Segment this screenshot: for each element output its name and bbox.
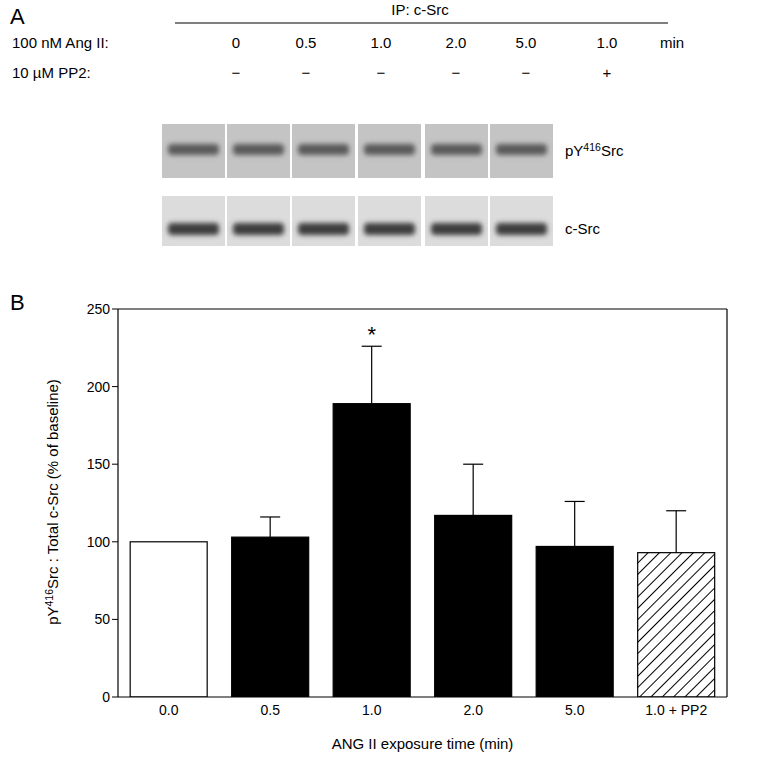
svg-text:5.0: 5.0 — [565, 702, 585, 718]
svg-text:0.0: 0.0 — [159, 702, 179, 718]
svg-text:1.0: 1.0 — [371, 34, 392, 51]
svg-text:c-Src: c-Src — [565, 220, 600, 237]
svg-text:200: 200 — [87, 379, 111, 395]
svg-text:−: − — [452, 64, 461, 81]
svg-text:A: A — [10, 4, 25, 29]
svg-text:5.0: 5.0 — [516, 34, 537, 51]
svg-text:pY416Src : Total c-Src (% of b: pY416Src : Total c-Src (% of baseline) — [43, 379, 61, 625]
svg-text:50: 50 — [94, 611, 110, 627]
svg-text:2.0: 2.0 — [446, 34, 467, 51]
svg-text:100 nM Ang II:: 100 nM Ang II: — [12, 34, 109, 51]
svg-text:IP: c-Src: IP: c-Src — [391, 1, 449, 18]
svg-text:+: + — [603, 64, 612, 81]
svg-text:B: B — [10, 290, 25, 315]
svg-text:1.0: 1.0 — [597, 34, 618, 51]
svg-text:150: 150 — [87, 456, 111, 472]
svg-text:100: 100 — [87, 534, 111, 550]
svg-text:10 µM PP2:: 10 µM PP2: — [12, 64, 91, 81]
svg-text:0.5: 0.5 — [296, 34, 317, 51]
svg-text:250: 250 — [87, 301, 111, 317]
svg-text:pY416Src: pY416Src — [565, 141, 624, 159]
svg-text:2.0: 2.0 — [464, 702, 484, 718]
svg-text:−: − — [522, 64, 531, 81]
svg-text:min: min — [660, 34, 684, 51]
svg-text:0: 0 — [102, 689, 110, 705]
svg-text:−: − — [232, 64, 241, 81]
svg-text:0.5: 0.5 — [261, 702, 281, 718]
svg-text:1.0 + PP2: 1.0 + PP2 — [645, 702, 707, 718]
svg-text:−: − — [302, 64, 311, 81]
svg-text:−: − — [377, 64, 386, 81]
svg-text:0: 0 — [232, 34, 240, 51]
svg-text:1.0: 1.0 — [362, 702, 382, 718]
svg-text:ANG II exposure time (min): ANG II exposure time (min) — [332, 735, 514, 752]
svg-text:*: * — [367, 322, 376, 347]
